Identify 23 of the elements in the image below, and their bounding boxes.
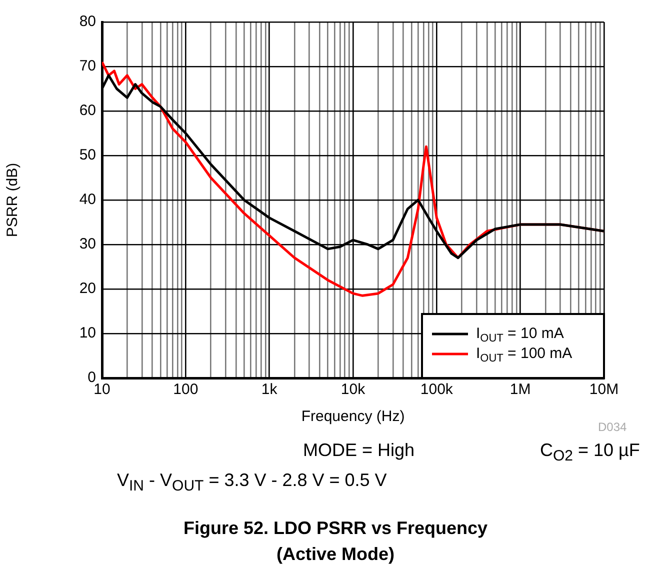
y-tick-label: 30 [79, 236, 96, 253]
y-tick-label: 40 [79, 191, 96, 208]
y-tick-label: 80 [79, 13, 96, 30]
y-tick-label: 10 [79, 324, 96, 342]
x-tick-label: 10M [589, 381, 619, 398]
y-tick-label: 0 [88, 369, 96, 386]
text: Figure 52. LDO PSRR vs Frequency (Active Mode) [182, 517, 489, 566]
text: MODE = High [303, 440, 415, 461]
x-tick-label: 10k [340, 381, 366, 398]
y-tick-label: 50 [79, 146, 96, 164]
text: C$_{O2}$ = 10 µF [540, 440, 640, 465]
y-tick-label: 60 [79, 102, 96, 120]
x-tick-label: 1k [261, 381, 278, 398]
x-tick-label: 100 [173, 381, 198, 398]
y-tick-label: 70 [79, 58, 96, 75]
y-axis-title: PSRR (dB) [4, 162, 22, 238]
x-axis-title: Frequency (Hz) [301, 408, 405, 426]
x-tick-label: 100k [420, 381, 454, 398]
x-tick-label: 1M [510, 381, 531, 398]
text: D034 [598, 420, 627, 434]
text: V$_{IN}$ - V$_{OUT}$ = 3.3 V - 2.8 V = 0.5 V [117, 470, 387, 495]
x-tick-label: 10 [94, 381, 110, 398]
y-tick-label: 20 [79, 280, 96, 298]
